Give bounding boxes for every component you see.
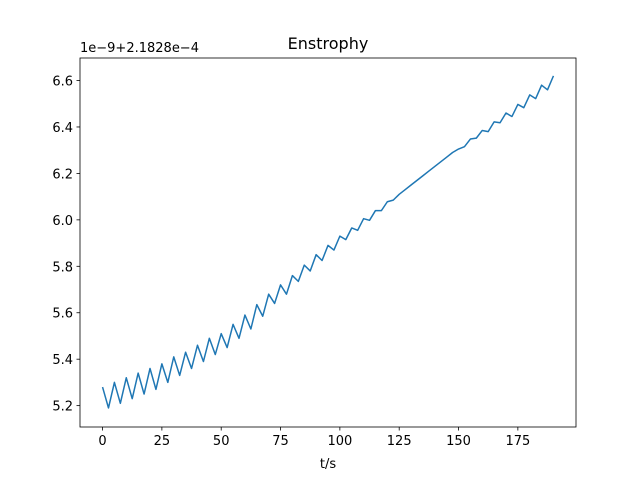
plot-frame: [79, 57, 577, 428]
y-tick-label: 6.6: [52, 75, 73, 90]
offset-text: 1e−9+2.1828e−4: [80, 41, 199, 56]
x-tick-label: 75: [272, 434, 289, 449]
x-tick-label: 125: [387, 434, 412, 449]
x-tick-label: 50: [213, 434, 230, 449]
x-tick-label: 175: [505, 434, 530, 449]
x-axis-label: t/s: [320, 457, 336, 472]
y-tick-label: 5.6: [52, 307, 73, 322]
x-tick-label: 25: [154, 434, 171, 449]
x-tick-label: 150: [446, 434, 471, 449]
chart-title: Enstrophy: [288, 34, 369, 53]
y-tick-label: 5.8: [52, 260, 73, 275]
y-tick-label: 6.0: [52, 214, 73, 229]
line-series: [101, 75, 555, 409]
y-tick-label: 6.2: [52, 167, 73, 182]
y-tick-label: 5.4: [52, 353, 73, 368]
y-tick-label: 6.4: [52, 121, 73, 136]
y-tick-label: 5.2: [52, 400, 73, 415]
x-tick-label: 100: [327, 434, 352, 449]
x-tick-label: 0: [98, 434, 106, 449]
